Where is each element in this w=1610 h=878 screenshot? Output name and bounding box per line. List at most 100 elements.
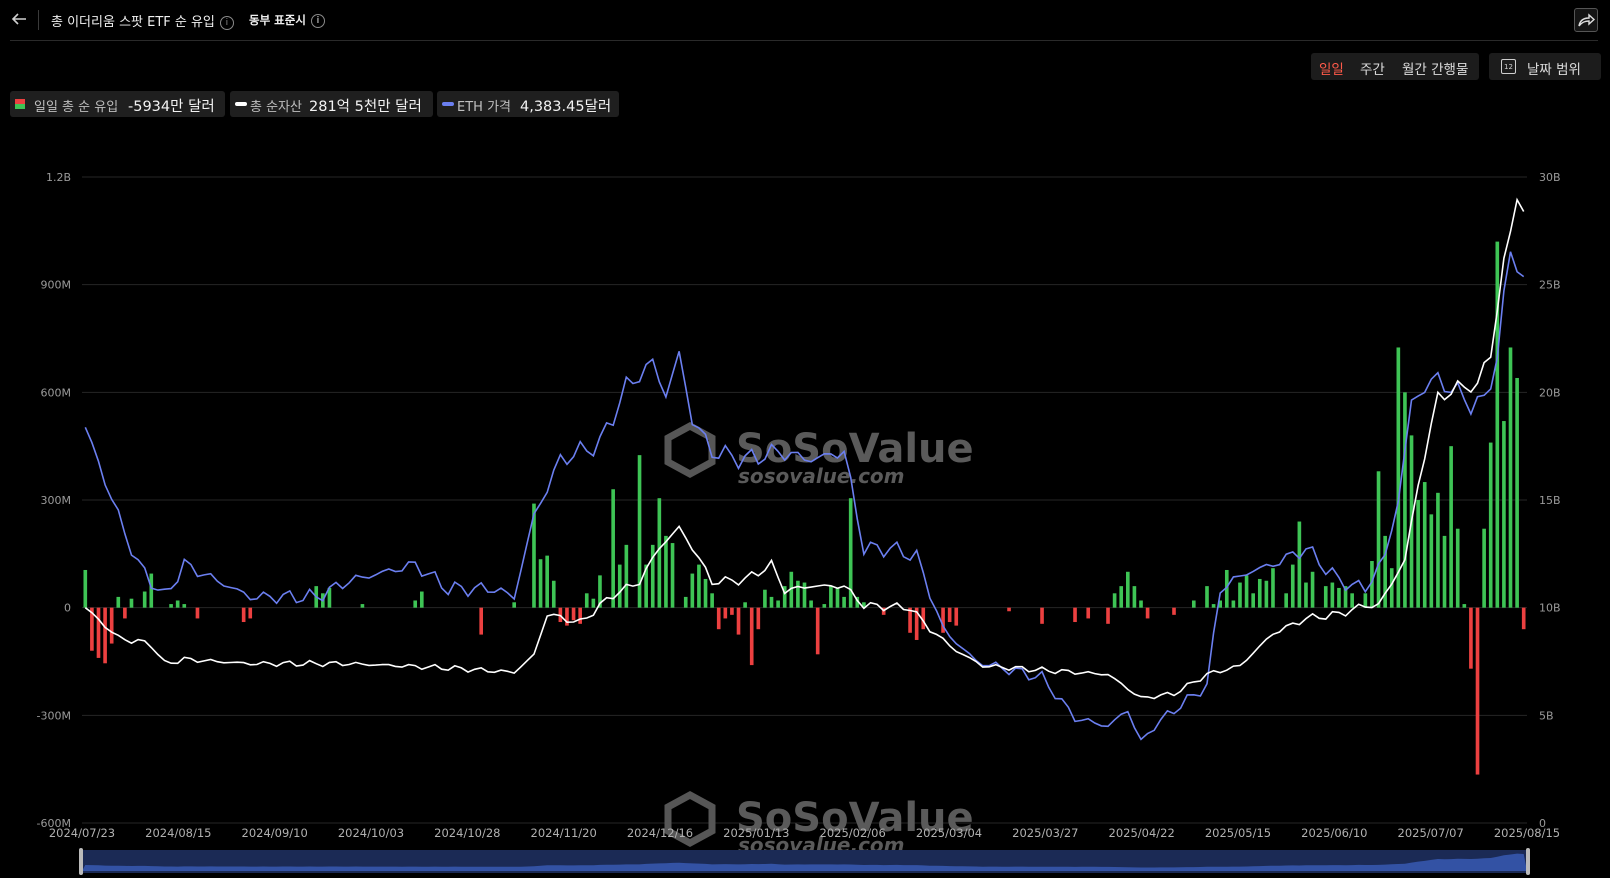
flow-bar	[848, 498, 853, 608]
x-tick-label: 2025/01/13	[723, 826, 789, 840]
flow-bar	[532, 503, 536, 608]
back-button[interactable]	[8, 8, 30, 30]
flow-bar	[551, 580, 556, 608]
x-axis: 2024/07/23 2024/08/15 2024/09/10 2024/10/03…	[49, 826, 1560, 840]
flow-bar	[116, 596, 121, 608]
flow-bar	[617, 564, 622, 608]
flow-bar	[1330, 582, 1335, 608]
x-tick-label: 2024/11/20	[531, 826, 597, 840]
tab-weekly[interactable]: 주간	[1360, 62, 1385, 78]
y-left-tick-label: 300M	[41, 494, 72, 507]
x-tick-label: 2024/10/03	[338, 826, 404, 840]
y-axis-left: 1.2B 900M 600M 300M 0 -300M -600M	[37, 171, 71, 830]
flow-bar	[1515, 377, 1519, 608]
flow-bar	[1455, 528, 1460, 608]
flow-bar	[1119, 586, 1124, 608]
flow-bar	[1389, 568, 1394, 608]
timezone-text: 동부 표준시	[249, 13, 306, 27]
flow-bar	[624, 544, 629, 608]
flow-bar	[1271, 568, 1275, 608]
x-tick-label: 2025/03/04	[916, 826, 982, 840]
flow-bar	[1040, 607, 1044, 624]
flow-bar	[419, 591, 424, 608]
tab-daily[interactable]: 일일	[1319, 62, 1344, 78]
flow-bar	[954, 607, 959, 626]
flow-bar	[1297, 521, 1302, 608]
flow-bar	[1469, 607, 1473, 669]
flow-bar	[1284, 593, 1288, 608]
timezone-info-icon[interactable]: i	[310, 14, 325, 28]
flow-bar	[1323, 586, 1328, 608]
flow-bar	[1488, 442, 1493, 608]
flow-bar	[941, 607, 945, 633]
flow-bar	[241, 607, 246, 623]
flow-bar	[1462, 604, 1467, 608]
flow-bar	[1264, 580, 1269, 608]
flow-bar	[736, 607, 741, 635]
flow-bar	[1290, 564, 1295, 608]
flow-bar	[749, 607, 754, 666]
flow-bar	[360, 604, 365, 608]
flow-bar	[584, 593, 589, 608]
flow-bar	[1086, 607, 1091, 619]
flow-bar	[1436, 492, 1440, 608]
y-right-tick-label: 0	[1539, 817, 1546, 830]
flow-bar	[1376, 471, 1381, 608]
x-tick-label: 2025/02/06	[820, 826, 886, 840]
flow-bar	[710, 593, 714, 608]
flow-bar	[129, 598, 134, 608]
flow-bar	[703, 578, 708, 608]
flow-bar	[723, 607, 728, 619]
flow-bar	[921, 607, 926, 630]
flow-bar	[1224, 569, 1229, 608]
flow-bar	[611, 489, 615, 608]
flow-bar	[565, 607, 569, 626]
flow-bar	[1475, 607, 1480, 775]
flow-bar	[1172, 607, 1176, 615]
flow-bar	[1139, 600, 1143, 608]
legend-eth-price-label: ETH 가격	[457, 100, 511, 115]
navigator-area	[82, 853, 1527, 871]
legend-net-assets[interactable]: 총 순자산 281억 5천만 달러	[230, 91, 433, 117]
y-right-tick-label: 30B	[1539, 171, 1561, 184]
range-navigator[interactable]	[79, 848, 1530, 875]
legend-daily-inflow[interactable]: 일일 총 순 유입 -5934만 달러	[10, 91, 225, 117]
legend-eth-price[interactable]: ETH 가격 4,383.45달러	[437, 91, 619, 117]
flow-bar	[109, 607, 114, 644]
flow-bar	[822, 604, 827, 608]
top-bar: 총 이더리움 스팟 ETF 순 유입 i 동부 표준시 i	[0, 0, 1610, 41]
navigator-handle-left	[79, 848, 83, 875]
flow-bar	[657, 498, 662, 608]
flow-bar	[248, 607, 253, 619]
lines-layer	[84, 197, 1525, 741]
flow-bar	[1238, 582, 1242, 608]
flow-bar	[815, 607, 820, 655]
y-axis-right: 30B 25B 20B 15B 10B 5B 0	[1539, 171, 1561, 830]
calendar-icon: 12	[1501, 59, 1516, 74]
flow-bar	[96, 607, 101, 658]
etf-flow-chart[interactable]: SoSoValuesosovalue.comSoSoValuesosovalue…	[0, 160, 1610, 878]
x-tick-label: 2025/07/07	[1398, 826, 1464, 840]
share-button[interactable]	[1574, 8, 1598, 32]
date-range-button[interactable]: 12 날짜 범위	[1489, 53, 1601, 80]
x-tick-label: 2025/03/27	[1012, 826, 1078, 840]
flow-bar	[697, 564, 701, 608]
flow-bar	[1218, 600, 1222, 608]
x-tick-label: 2025/05/15	[1205, 826, 1271, 840]
tab-monthly[interactable]: 월간 간행물	[1402, 62, 1469, 78]
flow-bar	[1337, 587, 1341, 608]
flow-bar	[1343, 586, 1348, 608]
flow-bar	[769, 596, 774, 608]
info-icon[interactable]: i	[219, 16, 234, 30]
y-left-tick-label: 900M	[41, 279, 72, 292]
flow-bar	[327, 587, 332, 608]
flow-bar	[947, 607, 952, 623]
flow-bar	[1350, 593, 1354, 608]
x-tick-label: 2024/08/15	[145, 826, 211, 840]
flow-bar	[538, 559, 543, 608]
x-tick-label: 2024/09/10	[242, 826, 308, 840]
flow-bar	[855, 596, 860, 608]
net-assets-line	[84, 197, 1525, 700]
flow-bar	[730, 607, 734, 615]
flow-bar	[776, 600, 780, 608]
